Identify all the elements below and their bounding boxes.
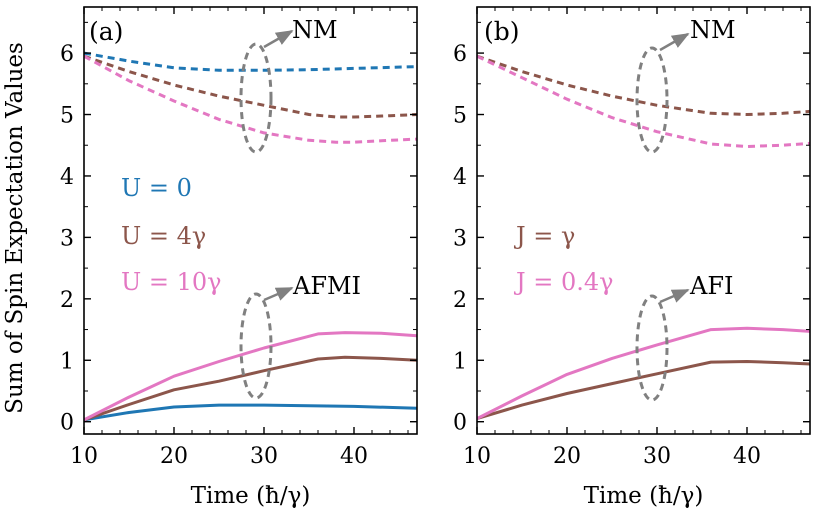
nm-annotation-a: NM bbox=[292, 16, 338, 44]
y-tick-label-b-4: 4 bbox=[453, 165, 467, 190]
y-tick-label-a-0: 0 bbox=[60, 411, 74, 436]
axes-frame-b bbox=[476, 6, 811, 435]
nm-ellipse-a bbox=[239, 42, 273, 154]
afi-ellipse-b bbox=[635, 294, 669, 402]
series-line-a-3 bbox=[83, 403, 418, 422]
series-line-a-5 bbox=[83, 331, 418, 422]
series-line-b-0 bbox=[476, 54, 811, 116]
legend-u4: U = 4γ bbox=[121, 222, 206, 250]
afi-arrow-b bbox=[659, 288, 690, 304]
panel-label-a: (a) bbox=[89, 17, 123, 46]
y-tick-label-b-3: 3 bbox=[453, 226, 467, 251]
afmi-arrow-a bbox=[263, 286, 294, 302]
x-tick-label-a-30: 30 bbox=[250, 444, 278, 469]
y-axis-label: Sum of Spin Expectation Values bbox=[2, 42, 28, 414]
y-tick-label-b-5: 5 bbox=[453, 104, 467, 129]
nm-annotation-b: NM bbox=[690, 16, 736, 44]
x-axis-label-a: Time (ħ/γ) bbox=[191, 483, 311, 509]
x-tick-label-b-40: 40 bbox=[733, 444, 761, 469]
nm-ellipse-b bbox=[635, 46, 669, 154]
series-line-a-0 bbox=[83, 51, 418, 72]
series-line-a-1 bbox=[83, 54, 418, 119]
afmi-annotation-a: AFMI bbox=[292, 272, 361, 300]
x-tick-label-b-10: 10 bbox=[463, 444, 491, 469]
nm-arrow-a bbox=[263, 29, 294, 49]
legend-j04: J = 0.4γ bbox=[513, 268, 614, 296]
series-layer-a bbox=[83, 51, 418, 422]
x-tick-label-a-20: 20 bbox=[160, 444, 188, 469]
series-line-b-2 bbox=[476, 360, 811, 421]
y-tick-label-a-3: 3 bbox=[60, 226, 74, 251]
afmi-ellipse-a bbox=[239, 292, 273, 400]
x-tick-label-b-20: 20 bbox=[553, 444, 581, 469]
y-tick-label-b-1: 1 bbox=[453, 349, 467, 374]
panel-label-b: (b) bbox=[484, 17, 520, 46]
axes-frame-a bbox=[83, 6, 418, 435]
x-tick-label-b-30: 30 bbox=[643, 444, 671, 469]
series-line-b-3 bbox=[476, 326, 811, 420]
nm-arrow-b bbox=[659, 32, 690, 52]
legend-u10: U = 10γ bbox=[121, 268, 221, 296]
x-tick-label-a-40: 40 bbox=[340, 444, 368, 469]
y-tick-label-a-2: 2 bbox=[60, 288, 74, 313]
legend-u0: U = 0 bbox=[121, 174, 192, 202]
x-axis-label-b: Time (ħ/γ) bbox=[584, 483, 704, 509]
panel-a: Sum of Spin Expectation Values NM AFMI U… bbox=[2, 6, 418, 509]
afi-annotation-b: AFI bbox=[689, 272, 733, 300]
y-tick-label-b-6: 6 bbox=[453, 42, 467, 67]
y-tick-label-a-4: 4 bbox=[60, 165, 74, 190]
series-line-a-4 bbox=[83, 355, 418, 422]
y-tick-label-a-6: 6 bbox=[60, 42, 74, 67]
legend-j1: J = γ bbox=[513, 222, 575, 250]
series-line-b-1 bbox=[476, 54, 811, 148]
series-line-a-2 bbox=[83, 54, 418, 144]
panel-b: NM AFI J = γ J = 0.4γ (b) 10 20 30 40 0 1 2 3 4 5… bbox=[453, 6, 811, 509]
y-tick-label-a-1: 1 bbox=[60, 349, 74, 374]
x-tick-label-a-10: 10 bbox=[70, 444, 98, 469]
y-tick-label-b-0: 0 bbox=[453, 411, 467, 436]
series-layer-b bbox=[476, 54, 811, 421]
y-tick-label-a-5: 5 bbox=[60, 104, 74, 129]
y-tick-label-b-2: 2 bbox=[453, 288, 467, 313]
